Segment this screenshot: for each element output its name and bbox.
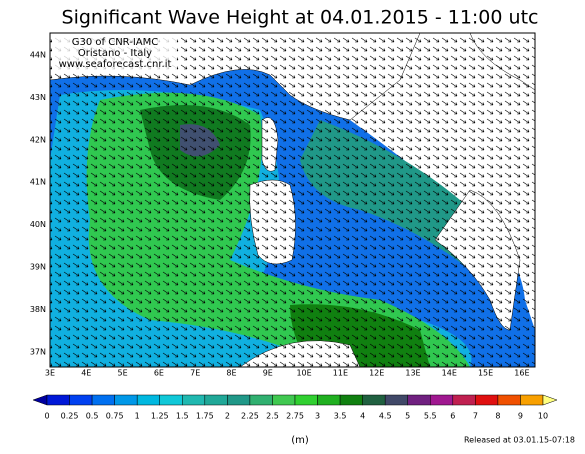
colorbar-label: 2.75 <box>286 412 304 421</box>
colorbar-box <box>227 394 251 406</box>
colorbar-label: 1.25 <box>151 412 169 421</box>
colorbar-box <box>317 394 341 406</box>
colorbar-box <box>249 394 273 406</box>
colorbar-label: 2.25 <box>241 412 259 421</box>
lat-label: 44N <box>30 51 46 60</box>
colorbar-end <box>542 394 558 406</box>
colorbar-box <box>497 394 521 406</box>
colorbar-box <box>91 394 115 406</box>
colorbar-label: 1 <box>135 412 140 421</box>
colorbar-box <box>136 394 160 406</box>
lon-label: 7E <box>190 369 200 378</box>
lon-label: 10E <box>296 369 311 378</box>
colorbar-box <box>46 394 70 406</box>
colorbar-box <box>182 394 206 406</box>
credit-line: Oristano - Italy <box>78 48 152 59</box>
release: Released at 03.01.15-07:18 <box>464 436 575 445</box>
credit-line: G30 of CNR-IAMC <box>72 37 159 48</box>
lon-labels: 3E 4E 5E 6E 7E 8E 9E 10E 11E 12E 13E 14E 15E 16E <box>45 369 530 378</box>
lat-label: 41N <box>30 178 46 187</box>
colorbar-label: 3 <box>315 412 320 421</box>
colorbar-label: 0 <box>44 412 49 421</box>
lon-label: 9E <box>263 369 273 378</box>
colorbar-label: 4 <box>360 412 365 421</box>
lon-label: 3E <box>45 369 55 378</box>
colorbar-label: 4.5 <box>379 412 392 421</box>
colorbar-label: 10 <box>538 412 548 421</box>
colorbar-box <box>362 394 386 406</box>
colorbar-label: 5 <box>405 412 410 421</box>
colorbar-label: 1.75 <box>196 412 214 421</box>
title: Significant Wave Height at 04.01.2015 - … <box>62 7 539 29</box>
unit: (m) <box>291 435 309 446</box>
lon-label: 14E <box>442 369 457 378</box>
colorbar-label: 2 <box>225 412 230 421</box>
lon-label: 11E <box>333 369 348 378</box>
credit-line: www.seaforecast.cnr.it <box>59 59 172 70</box>
colorbar-box <box>520 394 544 406</box>
colorbar-label: 1.5 <box>176 412 189 421</box>
lat-label: 40N <box>30 220 46 229</box>
colorbar-label: 0.75 <box>106 412 124 421</box>
lat-label: 38N <box>30 305 46 314</box>
colorbar-box <box>272 394 296 406</box>
colorbar-box <box>384 394 408 406</box>
colorbar-box <box>159 394 183 406</box>
lon-label: 12E <box>369 369 384 378</box>
colorbar: 0 0.25 0.5 0.75 1 1.25 1.5 1.75 2 2.25 2.5 2.75 3 3.5… <box>32 394 558 421</box>
colorbar-label: 6 <box>450 412 455 421</box>
colorbar-box <box>475 394 499 406</box>
colorbar-label: 5.5 <box>424 412 437 421</box>
lon-label: 8E <box>226 369 236 378</box>
colorbar-box <box>430 394 454 406</box>
colorbar-box <box>452 394 476 406</box>
colorbar-box <box>339 394 363 406</box>
lat-label: 43N <box>30 93 46 102</box>
colorbar-box <box>407 394 431 406</box>
lat-label: 39N <box>30 263 46 272</box>
lon-label: 16E <box>514 369 529 378</box>
colorbar-label: 7 <box>473 412 478 421</box>
colorbar-label: 2.5 <box>266 412 279 421</box>
map <box>50 33 535 367</box>
lon-label: 4E <box>81 369 91 378</box>
lon-label: 15E <box>478 369 493 378</box>
colorbar-end <box>32 394 48 406</box>
lon-label: 13E <box>405 369 420 378</box>
colorbar-box <box>204 394 228 406</box>
colorbar-box <box>114 394 138 406</box>
colorbar-label: 0.25 <box>61 412 79 421</box>
lon-label: 5E <box>118 369 128 378</box>
lon-label: 6E <box>154 369 164 378</box>
colorbar-box <box>294 394 318 406</box>
colorbar-label: 8 <box>495 412 500 421</box>
colorbar-label: 9 <box>518 412 523 421</box>
colorbar-box <box>69 394 93 406</box>
lat-label: 42N <box>30 135 46 144</box>
colorbar-label: 0.5 <box>86 412 99 421</box>
map-frame <box>49 32 536 368</box>
lat-label: 37N <box>30 347 46 356</box>
colorbar-label: 3.5 <box>334 412 347 421</box>
lat-labels: 44N 43N 42N 41N 40N 39N 38N 37N <box>30 51 46 357</box>
